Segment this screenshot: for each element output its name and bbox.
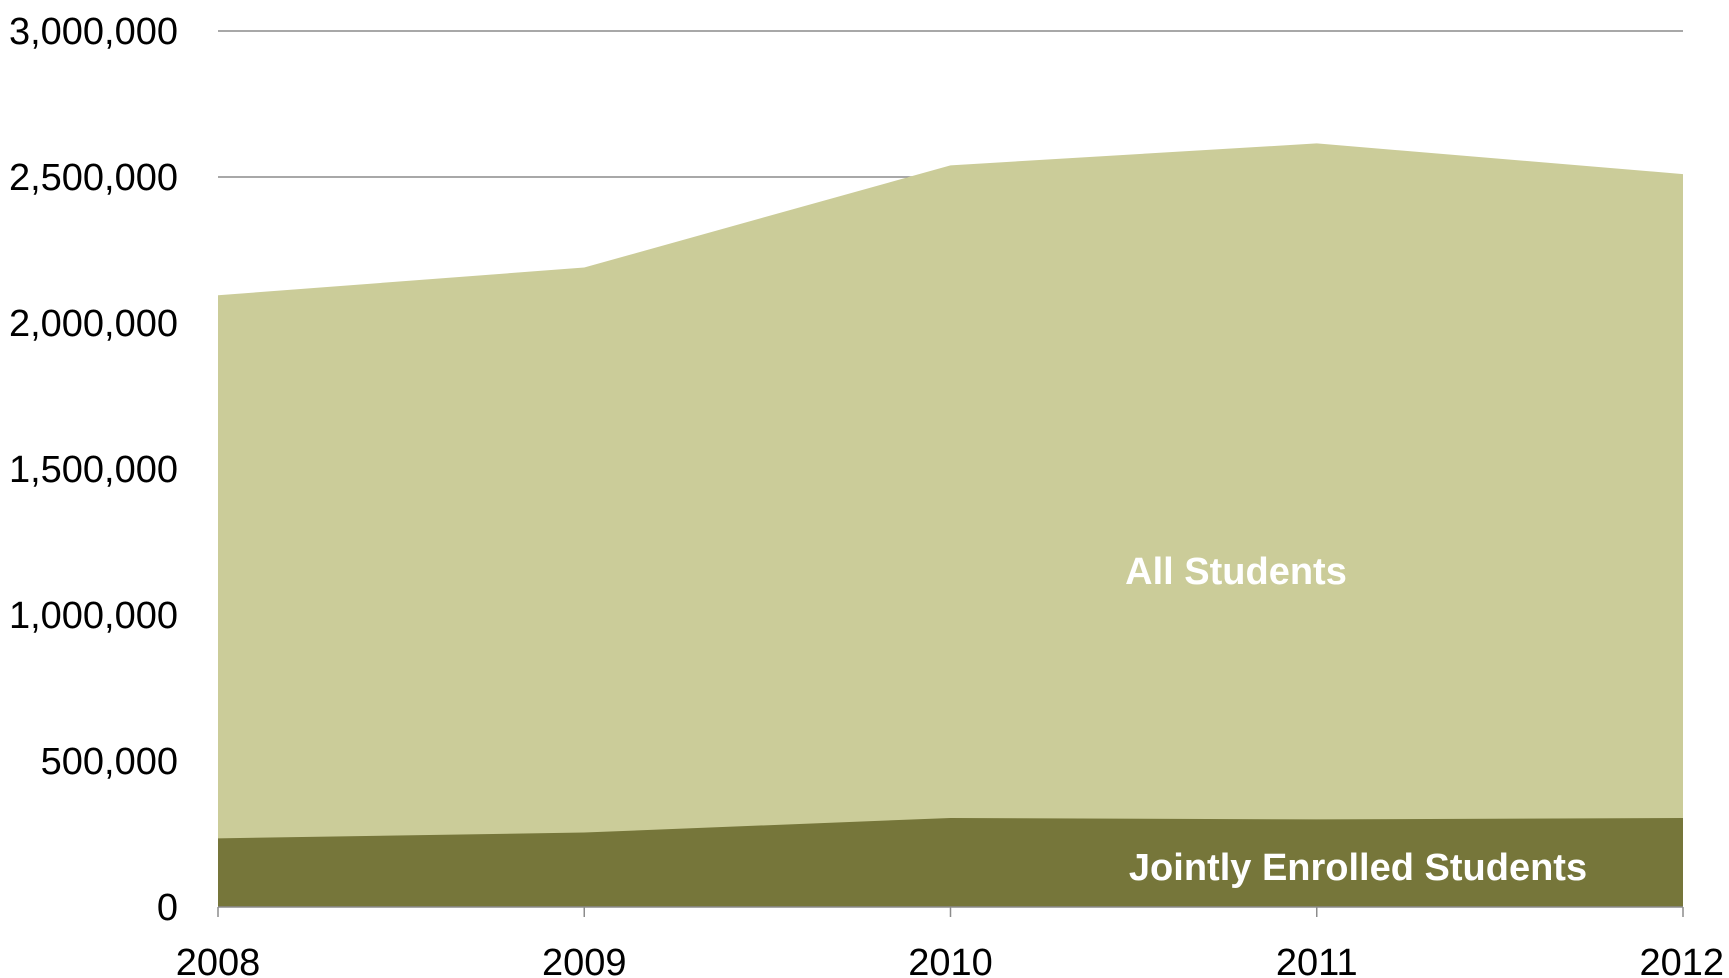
series-label-0: All Students [1125, 551, 1347, 593]
x-tick-label-2011: 2011 [1276, 942, 1358, 978]
x-axis [217, 906, 1684, 917]
x-tick-label-2012: 2012 [1639, 942, 1724, 978]
x-tick-label-2010: 2010 [908, 942, 993, 978]
x-tick-label-2009: 2009 [542, 942, 627, 978]
series-labels: All Students Jointly Enrolled Students [1125, 551, 1587, 889]
y-tick-label-500,000: 500,000 [41, 741, 178, 783]
area-series-0 [218, 143, 1683, 908]
y-tick-label-2,000,000: 2,000,000 [9, 303, 178, 345]
area-series-1 [218, 817, 1683, 907]
x-tick-label-2008: 2008 [176, 942, 261, 978]
y-tick-label-3,000,000: 3,000,000 [9, 11, 178, 53]
series-label-1: Jointly Enrolled Students [1129, 847, 1587, 889]
y-tick-label-1,000,000: 1,000,000 [9, 595, 178, 637]
y-tick-label-0: 0 [157, 887, 178, 929]
y-tick-label-1,500,000: 1,500,000 [9, 449, 178, 491]
y-tick-label-2,500,000: 2,500,000 [9, 157, 178, 199]
x-axis-tick-labels: 2008 2009 2010 2011 2012 [176, 942, 1724, 978]
y-axis-tick-labels: 0 500,000 1,000,000 1,500,000 2,000,000 2,500… [9, 11, 178, 929]
areas [218, 143, 1683, 908]
